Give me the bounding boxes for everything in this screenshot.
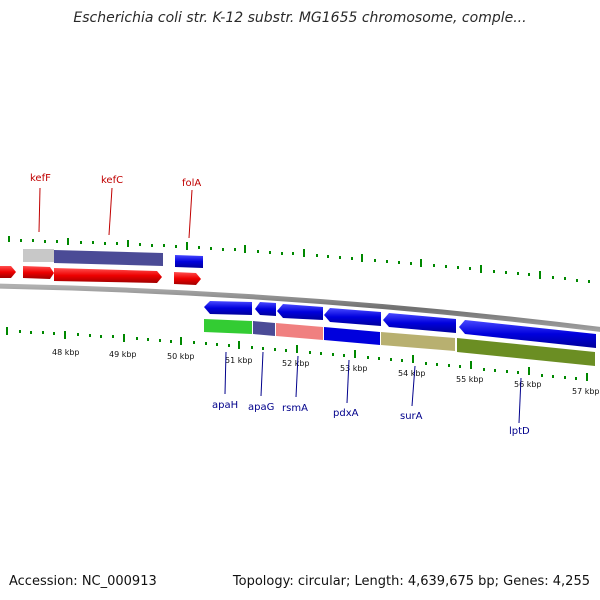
rsmA-leader-line	[295, 355, 299, 398]
apaG-leader-line	[260, 351, 264, 397]
apaH-cds-bar	[204, 319, 252, 334]
reverse-strand-features	[204, 301, 596, 366]
gene-label-apaG: apaG	[248, 402, 274, 413]
kbp-label: 49 kbp	[109, 350, 137, 359]
accession-text: Accession: NC_000913	[9, 574, 157, 589]
rsmA-gene-arrow	[277, 304, 323, 320]
gene-label-folA: folA	[182, 178, 201, 189]
kefF-cds-bar	[23, 249, 54, 262]
kbp-label: 53 kbp	[340, 364, 368, 373]
kbp-label: 55 kbp	[456, 375, 484, 384]
kefC-gene-arrow	[54, 268, 162, 283]
map-title: Escherichia coli str. K-12 substr. MG165…	[73, 10, 527, 26]
gene-label-surA: surA	[400, 411, 423, 422]
chromosome-backbone	[0, 283, 600, 332]
pdxA-gene-arrow	[324, 308, 381, 326]
apaG-gene-arrow	[255, 302, 276, 316]
kbp-label: 51 kbp	[225, 356, 253, 365]
lptD-cds-bar	[457, 338, 595, 366]
kefF-gene-arrow-2	[23, 266, 54, 279]
apaH-leader-line	[224, 351, 227, 395]
kefC-leader-line	[108, 187, 113, 236]
folA-cds-bar	[175, 255, 203, 268]
kbp-label: 50 kbp	[167, 352, 195, 361]
forward-gene-labels: kefF kefC folA	[30, 173, 201, 239]
kbp-label: 56 kbp	[514, 380, 542, 389]
gene-label-kefF: kefF	[30, 173, 51, 184]
outer-minor-ticks	[20, 239, 590, 283]
kbp-label: 57 kbp	[572, 387, 600, 396]
surA-leader-line	[411, 365, 416, 407]
kbp-scale-labels: 48 kbp 49 kbp 50 kbp 51 kbp 52 kbp 53 kb…	[52, 348, 600, 396]
apaG-cds-bar	[253, 321, 275, 336]
inner-tick-ring	[6, 327, 588, 381]
gene-label-pdxA: pdxA	[333, 408, 359, 419]
gene-label-apaH: apaH	[212, 400, 238, 411]
gene-label-kefC: kefC	[101, 175, 123, 186]
gene-label-rsmA: rsmA	[282, 403, 308, 414]
kefF-leader-line	[38, 187, 41, 233]
kefF-gene-arrow	[0, 266, 16, 278]
lptD-gene-arrow	[459, 320, 596, 348]
rsmA-cds-bar	[276, 323, 323, 340]
kbp-label: 54 kbp	[398, 369, 426, 378]
pdxA-surA-gene-arrow	[383, 313, 456, 333]
kbp-label: 48 kbp	[52, 348, 80, 357]
folA-leader-line	[188, 189, 193, 239]
kefC-cds-bar	[54, 250, 163, 266]
pdxA-cds-bar	[324, 327, 380, 345]
gene-label-lptD: lptD	[509, 426, 530, 437]
forward-strand-features	[0, 249, 203, 285]
inner-minor-ticks	[19, 330, 577, 380]
surA-cds-bar	[381, 332, 455, 351]
outer-tick-ring	[8, 236, 590, 283]
pdxA-leader-line	[346, 359, 350, 404]
lptD-leader-line	[518, 377, 522, 424]
reverse-gene-labels: apaH apaG rsmA pdxA surA lptD	[212, 351, 530, 437]
kbp-label: 52 kbp	[282, 359, 310, 368]
topology-summary-text: Topology: circular; Length: 4,639,675 bp…	[232, 574, 590, 589]
apaH-gene-arrow	[204, 301, 252, 315]
folA-gene-arrow	[174, 272, 201, 285]
